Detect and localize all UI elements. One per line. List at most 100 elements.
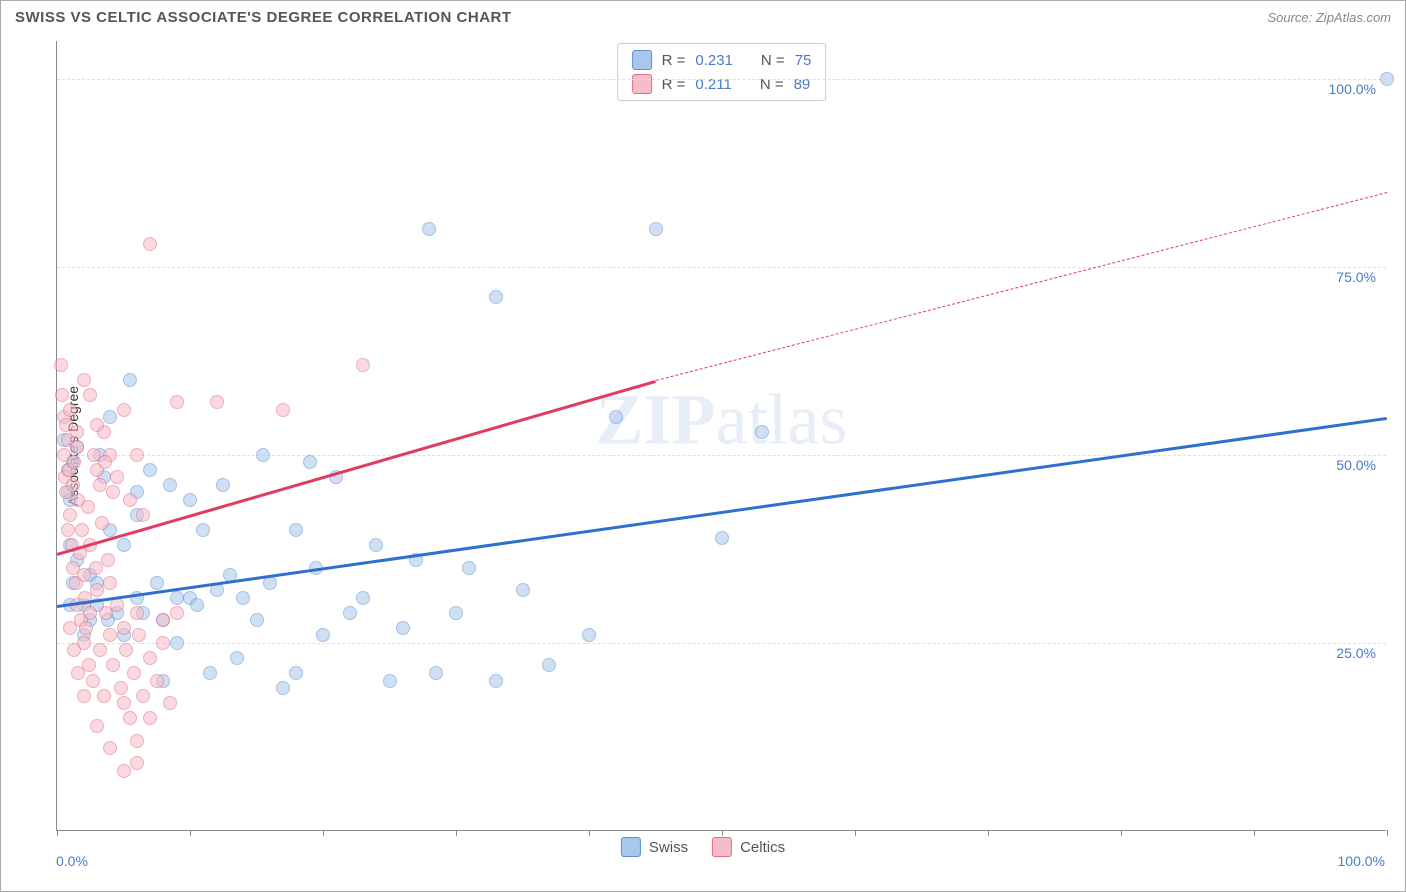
data-point — [117, 696, 131, 710]
legend-row-swiss: R = 0.231 N = 75 — [632, 48, 812, 72]
y-tick-label: 75.0% — [1336, 269, 1376, 285]
data-point — [289, 523, 303, 537]
data-point — [170, 395, 184, 409]
data-point — [123, 711, 137, 725]
data-point — [542, 658, 556, 672]
x-axis-max-label: 100.0% — [1338, 853, 1385, 869]
data-point — [289, 666, 303, 680]
data-point — [489, 674, 503, 688]
data-point — [143, 237, 157, 251]
data-point — [343, 606, 357, 620]
data-point — [369, 538, 383, 552]
data-point — [101, 553, 115, 567]
data-point — [163, 696, 177, 710]
data-point — [132, 628, 146, 642]
data-point — [143, 463, 157, 477]
gridline — [57, 267, 1386, 268]
y-tick-label: 25.0% — [1336, 645, 1376, 661]
data-point — [90, 418, 104, 432]
data-point — [156, 613, 170, 627]
swiss-swatch — [632, 50, 652, 70]
data-point — [276, 403, 290, 417]
data-point — [117, 621, 131, 635]
y-tick-label: 50.0% — [1336, 457, 1376, 473]
legend-label: Celtics — [740, 839, 785, 856]
data-point — [276, 681, 290, 695]
x-tick — [1254, 830, 1255, 836]
data-point — [383, 674, 397, 688]
data-point — [196, 523, 210, 537]
data-point — [190, 598, 204, 612]
x-tick — [1121, 830, 1122, 836]
data-point — [462, 561, 476, 575]
x-tick — [855, 830, 856, 836]
data-point — [106, 485, 120, 499]
chart-title: SWISS VS CELTIC ASSOCIATE'S DEGREE CORRE… — [15, 9, 512, 26]
data-point — [63, 508, 77, 522]
data-point — [93, 478, 107, 492]
data-point — [715, 531, 729, 545]
data-point — [156, 636, 170, 650]
data-point — [123, 373, 137, 387]
swiss-r-value: 0.231 — [695, 52, 733, 69]
data-point — [130, 734, 144, 748]
data-point — [210, 395, 224, 409]
data-point — [77, 373, 91, 387]
data-point — [136, 689, 150, 703]
data-point — [136, 508, 150, 522]
data-point — [649, 222, 663, 236]
legend-series: Swiss Celtics — [621, 837, 785, 857]
gridline — [57, 79, 1386, 80]
data-point — [117, 538, 131, 552]
x-tick — [190, 830, 191, 836]
data-point — [422, 222, 436, 236]
data-point — [303, 455, 317, 469]
data-point — [61, 523, 75, 537]
data-point — [70, 425, 84, 439]
data-point — [1380, 72, 1394, 86]
data-point — [170, 606, 184, 620]
data-point — [256, 448, 270, 462]
data-point — [163, 478, 177, 492]
x-tick — [323, 830, 324, 836]
celtics-swatch — [632, 74, 652, 94]
data-point — [356, 358, 370, 372]
legend-item-celtics: Celtics — [712, 837, 785, 857]
data-point — [54, 358, 68, 372]
data-point — [103, 741, 117, 755]
data-point — [130, 756, 144, 770]
legend-label: Swiss — [649, 839, 688, 856]
title-bar: SWISS VS CELTIC ASSOCIATE'S DEGREE CORRE… — [15, 9, 1391, 26]
data-point — [582, 628, 596, 642]
data-point — [130, 448, 144, 462]
data-point — [86, 674, 100, 688]
swiss-swatch-icon — [621, 837, 641, 857]
data-point — [55, 388, 69, 402]
x-tick — [456, 830, 457, 836]
data-point — [216, 478, 230, 492]
data-point — [70, 440, 84, 454]
data-point — [114, 681, 128, 695]
swiss-n-value: 75 — [795, 52, 812, 69]
data-point — [67, 643, 81, 657]
data-point — [83, 388, 97, 402]
data-point — [90, 719, 104, 733]
data-point — [93, 643, 107, 657]
data-point — [170, 591, 184, 605]
data-point — [316, 628, 330, 642]
data-point — [755, 425, 769, 439]
data-point — [356, 591, 370, 605]
plot-area: ZIPatlas R = 0.231 N = 75 R = 0.211 N = … — [56, 41, 1386, 831]
data-point — [67, 455, 81, 469]
data-point — [516, 583, 530, 597]
trendline-extrapolated — [655, 191, 1387, 380]
data-point — [110, 470, 124, 484]
source-attribution: Source: ZipAtlas.com — [1267, 10, 1391, 25]
legend-r-label: R = — [662, 52, 686, 69]
data-point — [230, 651, 244, 665]
data-point — [183, 493, 197, 507]
data-point — [123, 493, 137, 507]
data-point — [150, 576, 164, 590]
legend-item-swiss: Swiss — [621, 837, 688, 857]
data-point — [79, 621, 93, 635]
